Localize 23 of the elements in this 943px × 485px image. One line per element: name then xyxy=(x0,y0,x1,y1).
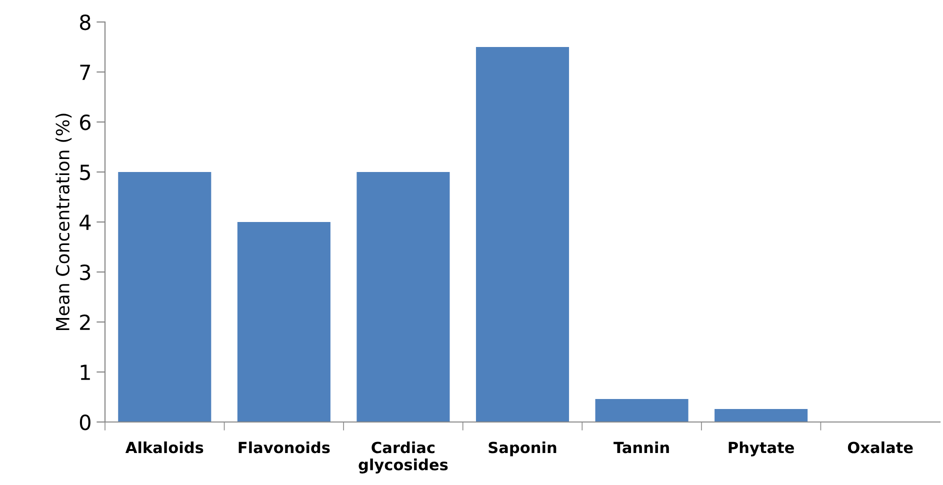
x-tick-label: Saponin xyxy=(488,441,556,456)
bar xyxy=(595,399,688,422)
y-tick-label: 6 xyxy=(80,114,90,130)
bar xyxy=(118,172,212,422)
x-tick-label: Flavonoids xyxy=(238,441,330,454)
x-tick-label: Alkaloids xyxy=(125,441,204,454)
y-tick-label: 5 xyxy=(80,164,90,180)
y-axis-title: Mean Concentration (%) xyxy=(56,114,72,330)
bar xyxy=(237,222,330,422)
bar xyxy=(356,172,450,422)
y-tick-label: 0 xyxy=(80,414,90,430)
y-tick-label: 7 xyxy=(80,64,90,80)
bar xyxy=(714,409,808,422)
y-tick-label: 3 xyxy=(80,264,90,280)
y-tick-label: 8 xyxy=(80,14,90,30)
x-tick-label: Tannin xyxy=(614,441,669,454)
bar xyxy=(476,47,570,422)
x-tick-label: Phytate xyxy=(728,441,794,456)
y-tick-label: 1 xyxy=(80,364,90,380)
x-tick-label: Cardiac glycosides xyxy=(358,441,448,474)
y-tick-label: 2 xyxy=(80,314,90,330)
y-tick-label: 4 xyxy=(80,214,91,230)
x-tick-label: Oxalate xyxy=(848,441,913,454)
